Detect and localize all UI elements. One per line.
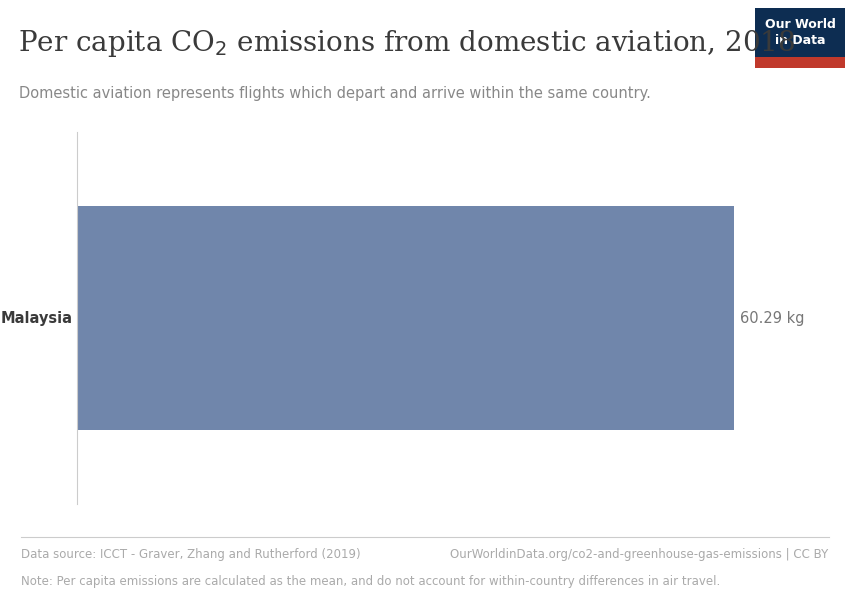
Text: Per capita CO$_2$ emissions from domestic aviation, 2018: Per capita CO$_2$ emissions from domesti…	[19, 28, 796, 59]
Text: Note: Per capita emissions are calculated as the mean, and do not account for wi: Note: Per capita emissions are calculate…	[21, 575, 721, 588]
Text: Domestic aviation represents flights which depart and arrive within the same cou: Domestic aviation represents flights whi…	[19, 86, 651, 101]
Bar	[755, 8, 845, 57]
Text: in Data: in Data	[774, 34, 825, 47]
Text: 60.29 kg: 60.29 kg	[740, 311, 804, 325]
Text: OurWorldinData.org/co2-and-greenhouse-gas-emissions | CC BY: OurWorldinData.org/co2-and-greenhouse-ga…	[450, 548, 829, 561]
Text: Data source: ICCT - Graver, Zhang and Rutherford (2019): Data source: ICCT - Graver, Zhang and Ru…	[21, 548, 361, 561]
Text: Our World: Our World	[764, 17, 836, 31]
Bar	[76, 206, 734, 430]
Bar	[755, 57, 845, 68]
Text: Malaysia: Malaysia	[1, 311, 73, 325]
